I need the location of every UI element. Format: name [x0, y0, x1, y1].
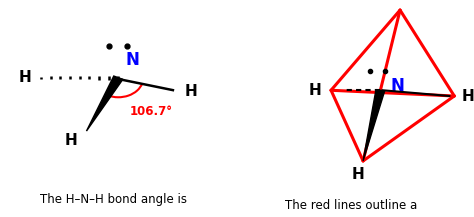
Text: H: H: [462, 89, 474, 104]
Text: H: H: [184, 84, 197, 99]
Text: H: H: [352, 167, 365, 182]
Text: 106.7°: 106.7°: [130, 105, 173, 118]
Polygon shape: [363, 90, 385, 161]
Text: The red lines outline a: The red lines outline a: [284, 199, 417, 212]
Polygon shape: [86, 76, 123, 131]
Text: H: H: [19, 70, 32, 85]
Text: N: N: [125, 51, 139, 69]
Text: The H–N–H bond angle is: The H–N–H bond angle is: [40, 193, 187, 206]
Text: H: H: [309, 83, 321, 98]
Text: H: H: [64, 133, 77, 148]
Text: N: N: [390, 77, 404, 95]
